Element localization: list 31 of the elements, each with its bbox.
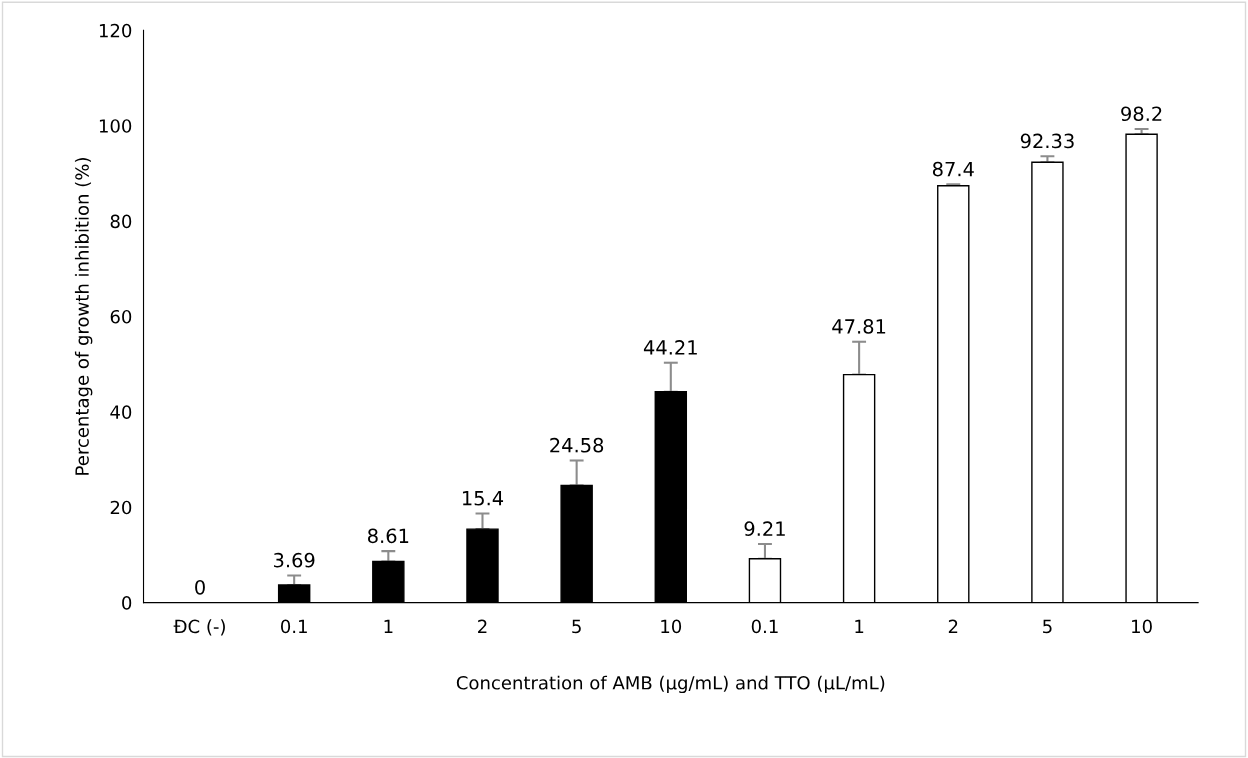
x-tick-label: 2 bbox=[948, 619, 958, 633]
x-tick-label: 5 bbox=[572, 619, 581, 634]
data-label: 92.33 bbox=[1020, 133, 1074, 149]
x-tick-label: 5 bbox=[1043, 619, 1052, 634]
x-tick-label: 10 bbox=[1132, 619, 1152, 634]
data-label: 98.2 bbox=[1121, 106, 1162, 122]
data-label: 44.21 bbox=[643, 340, 697, 355]
x-axis-title: Concentration of AMB (µg/mL) and TTO (µL/mL) bbox=[456, 675, 885, 694]
x-tick-label: 1 bbox=[384, 619, 393, 633]
data-label: 0 bbox=[195, 579, 205, 595]
data-label: 24.58 bbox=[550, 437, 604, 453]
y-tick-label: 40 bbox=[110, 405, 132, 419]
data-label: 15.4 bbox=[462, 491, 504, 506]
data-label: 87.4 bbox=[932, 161, 974, 177]
y-axis-title: Percentage of growth inhibition (%) bbox=[74, 158, 93, 475]
x-tick-label: 10 bbox=[661, 619, 682, 634]
x-tick-label: 2 bbox=[478, 619, 487, 633]
x-tick-label: ĐC (-) bbox=[173, 619, 225, 636]
y-tick-label: 20 bbox=[110, 500, 132, 515]
y-tick-label: 120 bbox=[99, 23, 132, 38]
y-tick-label: 60 bbox=[110, 309, 132, 324]
y-tick-label: 0 bbox=[122, 596, 132, 610]
x-tick-label: 0.1 bbox=[751, 619, 778, 634]
y-tick-label: 100 bbox=[99, 119, 132, 133]
y-tick-label: 80 bbox=[110, 214, 132, 229]
x-tick-label: 1 bbox=[855, 619, 864, 633]
data-label: 9.21 bbox=[744, 521, 785, 537]
data-label: 3.69 bbox=[274, 552, 315, 568]
data-label: 47.81 bbox=[832, 319, 886, 334]
x-tick-label: 0.1 bbox=[281, 619, 307, 634]
data-label: 8.61 bbox=[368, 528, 409, 544]
